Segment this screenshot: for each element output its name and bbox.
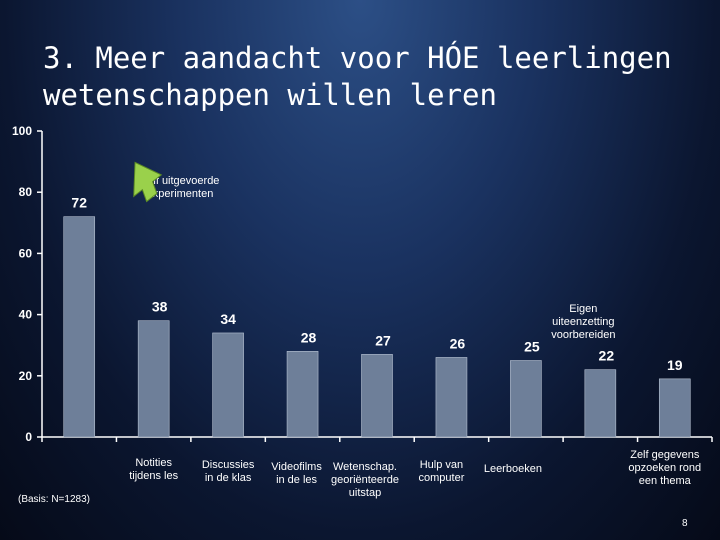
bar-value-label: 28 bbox=[301, 329, 317, 345]
bar bbox=[286, 351, 319, 438]
category-label: Discussies in de klas bbox=[202, 459, 255, 484]
basis-note: (Basis: N=1283) bbox=[18, 494, 90, 505]
bar-value-label: 25 bbox=[524, 339, 540, 355]
bar-value-label: 27 bbox=[375, 332, 391, 348]
arrow-icon bbox=[133, 161, 163, 203]
callout-arrow bbox=[133, 161, 163, 203]
chart-category-labels: Zelf uitgevoerde experimenten Notities tijd… bbox=[129, 175, 701, 499]
bar bbox=[510, 360, 542, 438]
bar-value-label: 26 bbox=[450, 335, 466, 351]
y-tick-label: 80 bbox=[19, 185, 33, 199]
category-label: Zelf gegevens opzoeken rond een thema bbox=[628, 449, 701, 487]
bar-value-label: 72 bbox=[71, 195, 87, 211]
chart-value-labels: 72 38 34 28 27 26 25 22 19 bbox=[71, 195, 682, 373]
bar-value-label: 34 bbox=[220, 311, 236, 327]
bar bbox=[435, 357, 468, 438]
page-number: 8 bbox=[682, 518, 688, 529]
category-label: Leerboeken bbox=[484, 463, 542, 475]
y-tick-label: 60 bbox=[19, 246, 33, 260]
bar-value-label: 22 bbox=[599, 348, 615, 364]
bar bbox=[63, 216, 96, 438]
category-label: Videofilms in de les bbox=[271, 461, 322, 486]
bar bbox=[361, 354, 393, 438]
bar-value-label: 19 bbox=[667, 357, 683, 373]
category-label: Zelf uitgevoerde experimenten bbox=[141, 175, 220, 200]
category-label: Notities tijdens les bbox=[129, 457, 178, 482]
bar bbox=[212, 332, 244, 438]
y-tick-label: 40 bbox=[19, 308, 33, 322]
y-tick-label: 100 bbox=[12, 124, 32, 138]
slide-title: 3. Meer aandacht voor HÓE leerlingen wet… bbox=[43, 41, 672, 112]
category-label: Wetenschap. georiënteerde uitstap bbox=[331, 461, 399, 499]
y-tick-label: 0 bbox=[25, 430, 32, 444]
bar bbox=[137, 320, 170, 438]
bar-value-label: 38 bbox=[152, 299, 168, 315]
y-tick-label: 20 bbox=[19, 369, 33, 383]
bar bbox=[584, 369, 617, 438]
chart-bars bbox=[63, 216, 691, 438]
category-label: Hulp van computer bbox=[419, 459, 465, 484]
bar bbox=[658, 378, 691, 438]
category-label: Eigen uiteenzetting voorbereiden bbox=[551, 303, 615, 341]
